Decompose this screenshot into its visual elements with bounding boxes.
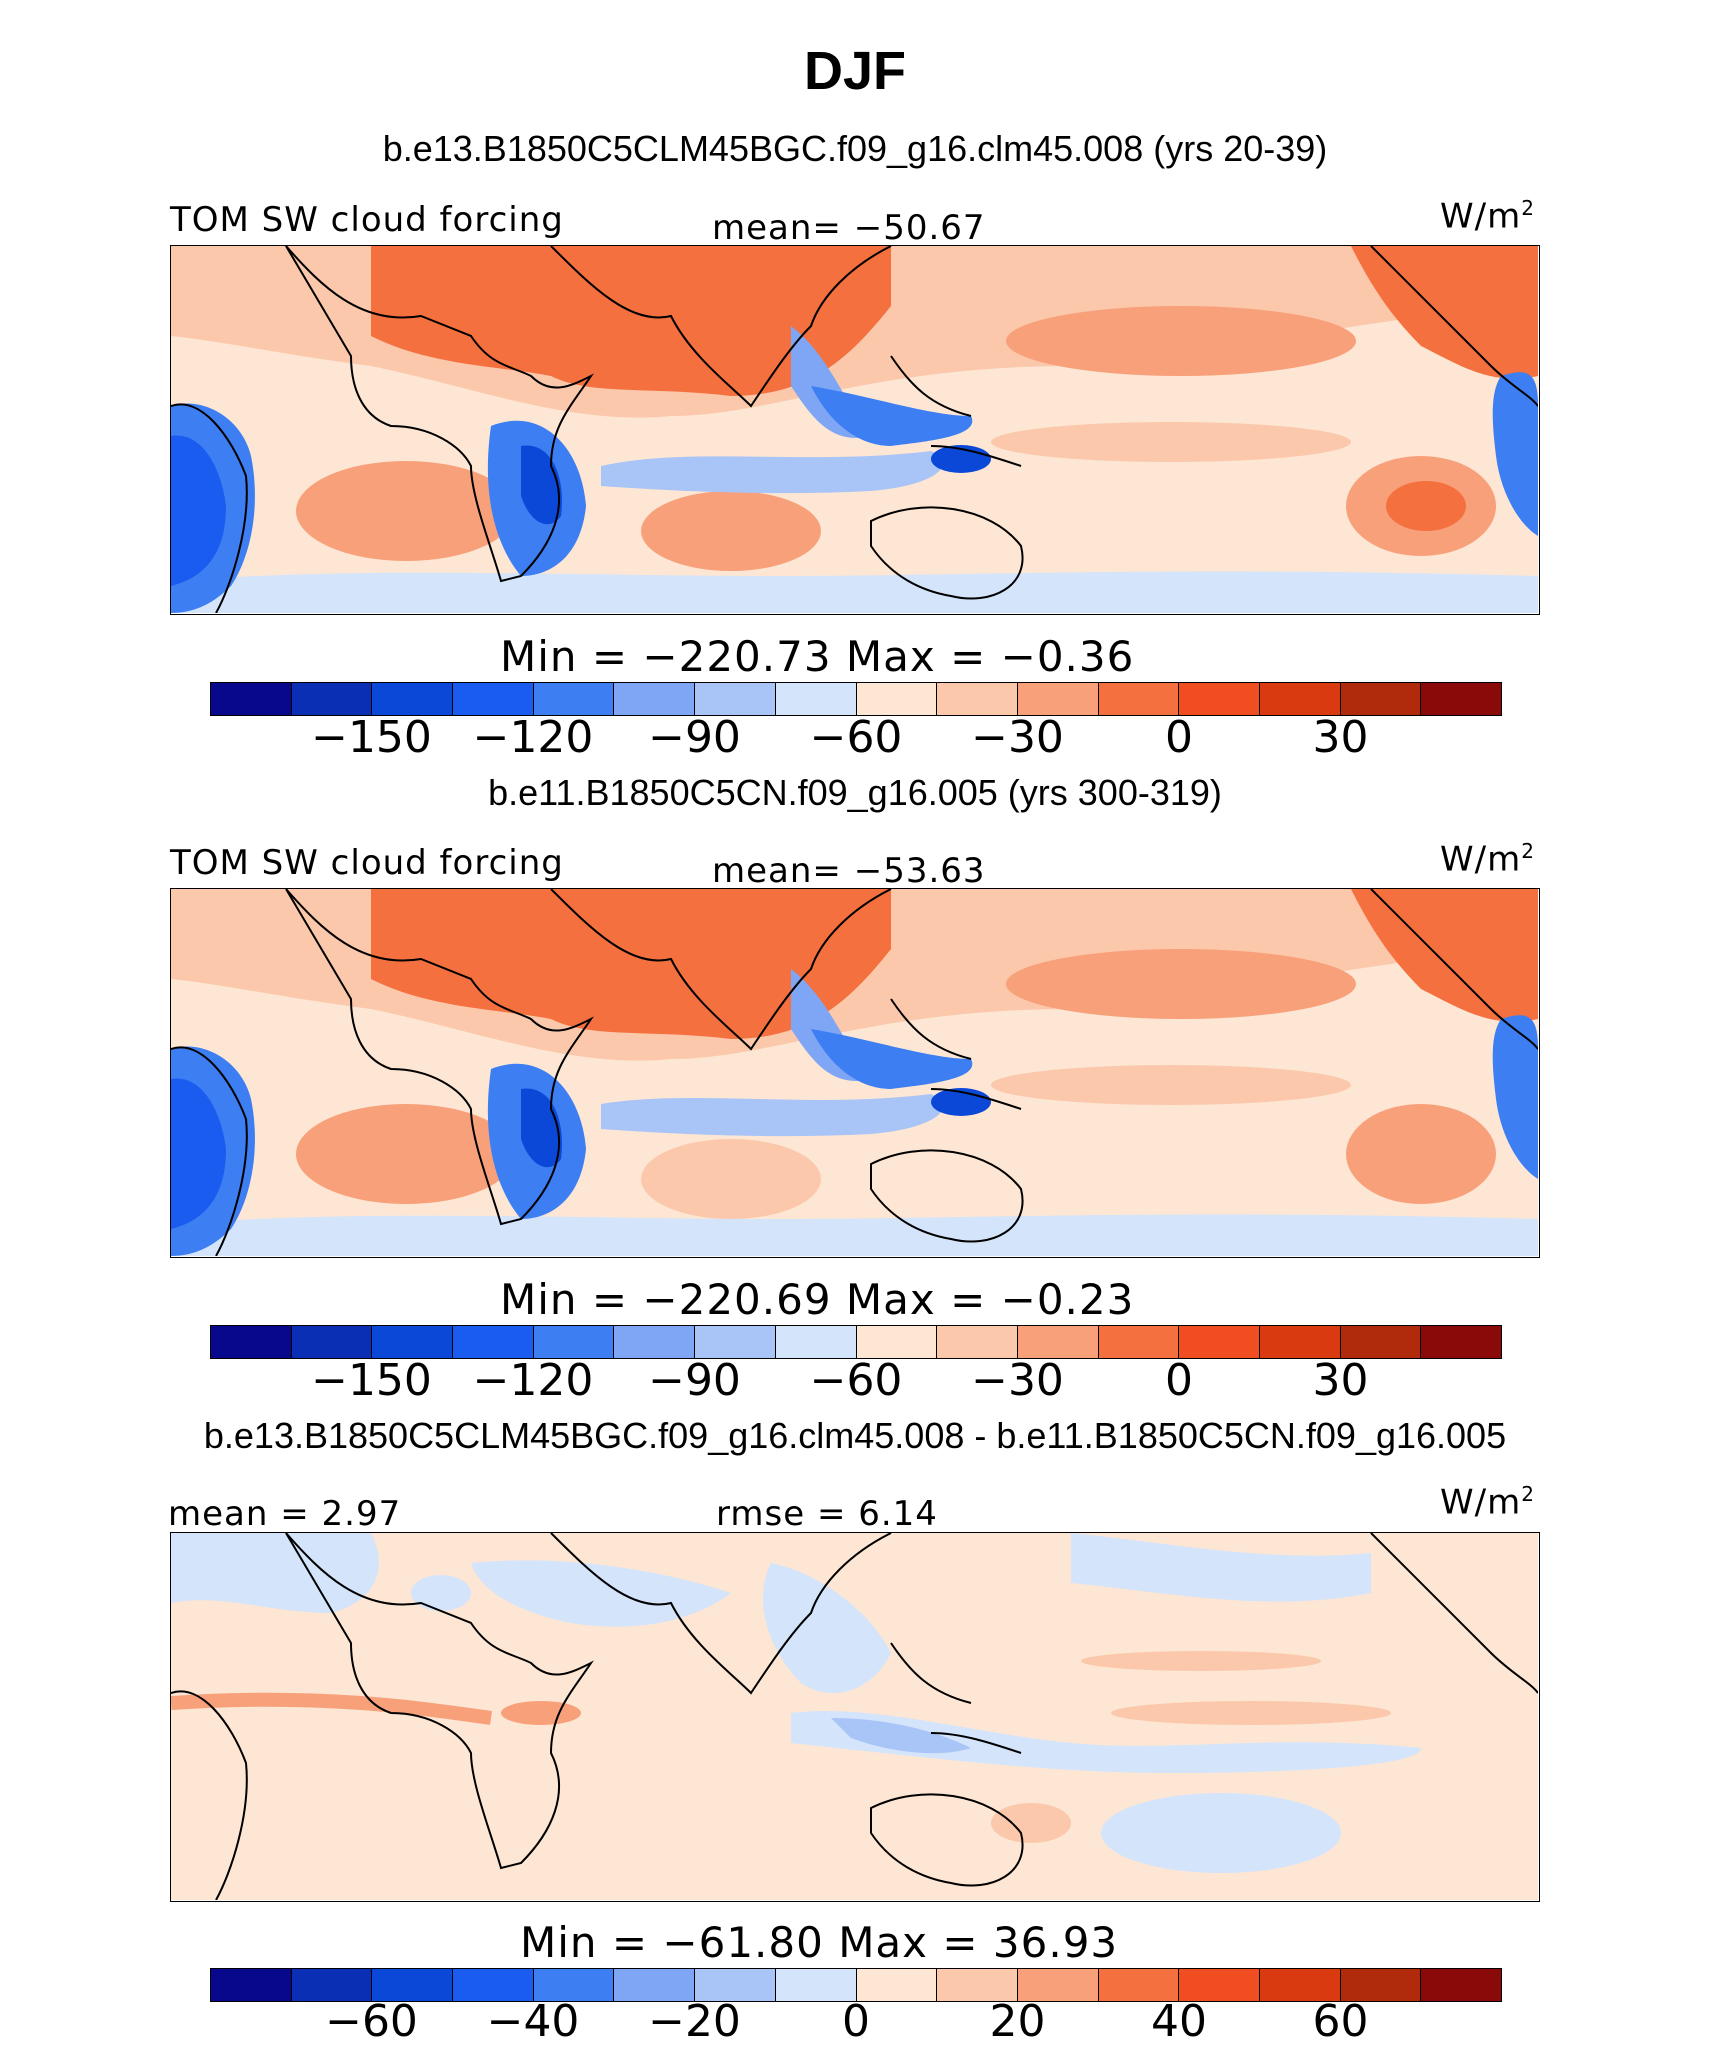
colorbar-swatch [291, 683, 373, 715]
panel-3-colorbar [210, 1968, 1502, 2002]
panel-2-map [170, 888, 1540, 1258]
colorbar-tick-label: −40 [486, 1996, 580, 2047]
panel-2-units: W/m2 [1440, 839, 1535, 880]
colorbar-swatch [695, 1969, 776, 2001]
colorbar-tick-label: −120 [472, 1355, 594, 1406]
colorbar-swatch [695, 683, 776, 715]
panel-1-colorbar [210, 682, 1502, 716]
colorbar-tick-label: 0 [1165, 1355, 1193, 1406]
colorbar-swatch [453, 1969, 534, 2001]
colorbar-tick-label: 30 [1312, 1355, 1369, 1406]
colorbar-swatch [614, 683, 696, 715]
panel-1-variable-label: TOM SW cloud forcing [170, 200, 564, 240]
colorbar-tick-label: 30 [1312, 712, 1369, 763]
colorbar-swatch [1259, 683, 1341, 715]
colorbar-swatch [614, 1969, 696, 2001]
colorbar-swatch [291, 1969, 373, 2001]
colorbar-swatch [856, 683, 938, 715]
colorbar-swatch [937, 1326, 1018, 1358]
colorbar-swatch [372, 1969, 454, 2001]
colorbar-swatch [775, 1326, 857, 1358]
panel-2-minmax: Min = −220.69 Max = −0.23 [500, 1275, 1135, 1324]
colorbar-swatch [1179, 1969, 1260, 2001]
colorbar-tick-label: −90 [648, 1355, 741, 1406]
colorbar-swatch [1421, 1969, 1501, 2001]
colorbar-swatch [453, 1326, 534, 1358]
colorbar-tick-label: −30 [971, 1355, 1064, 1406]
colorbar-swatch [1259, 1326, 1341, 1358]
panel-3-rmse-label: rmse = 6.14 [716, 1494, 938, 1534]
panel-2-variable-label: TOM SW cloud forcing [170, 843, 564, 883]
colorbar-swatch [695, 1326, 776, 1358]
colorbar-swatch [775, 683, 857, 715]
panel-1-mean-label: mean= −50.67 [712, 208, 986, 248]
panel-1-map [170, 245, 1540, 615]
colorbar-tick-label: −60 [809, 1355, 903, 1406]
colorbar-swatch [775, 1969, 857, 2001]
colorbar-swatch [1340, 1969, 1422, 2001]
colorbar-tick-label: −20 [648, 1996, 741, 2047]
colorbar-tick-label: −60 [325, 1996, 418, 2047]
colorbar-swatch [211, 683, 292, 715]
colorbar-swatch [1179, 1326, 1260, 1358]
colorbar-swatch [1098, 1326, 1180, 1358]
colorbar-tick-label: −30 [971, 712, 1064, 763]
colorbar-swatch [856, 1969, 938, 2001]
colorbar-swatch [937, 683, 1018, 715]
panel-2-colorbar [210, 1325, 1502, 1359]
colorbar-tick-label: 0 [842, 1996, 870, 2047]
colorbar-swatch [533, 1326, 615, 1358]
panel-3-case-title: b.e13.B1850C5CLM45BGC.f09_g16.clm45.008 … [203, 1415, 1507, 1456]
panel-3-map [170, 1532, 1540, 1902]
colorbar-swatch [856, 1326, 938, 1358]
panel-3-mean-label: mean = 2.97 [168, 1494, 402, 1534]
colorbar-swatch [291, 1326, 373, 1358]
colorbar-swatch [1017, 1326, 1099, 1358]
panel-3-units: W/m2 [1440, 1482, 1535, 1523]
colorbar-swatch [1421, 1326, 1501, 1358]
colorbar-swatch [372, 1326, 454, 1358]
panel-2-case-title: b.e11.B1850C5CN.f09_g16.005 (yrs 300-319… [488, 772, 1222, 813]
colorbar-tick-label: −150 [311, 712, 432, 763]
colorbar-swatch [453, 683, 534, 715]
colorbar-swatch [614, 1326, 696, 1358]
panel-1-units: W/m2 [1440, 196, 1535, 237]
panel-1-case-title: b.e13.B1850C5CLM45BGC.f09_g16.clm45.008 … [382, 128, 1328, 169]
colorbar-swatch [1179, 683, 1260, 715]
colorbar-swatch [1017, 683, 1099, 715]
colorbar-tick-label: −150 [311, 1355, 432, 1406]
colorbar-swatch [372, 683, 454, 715]
colorbar-tick-label: −120 [472, 712, 594, 763]
page-title: DJF [803, 41, 906, 101]
colorbar-swatch [1098, 1969, 1180, 2001]
colorbar-swatch [1098, 683, 1180, 715]
colorbar-swatch [211, 1326, 292, 1358]
colorbar-swatch [1017, 1969, 1099, 2001]
panel-3-minmax: Min = −61.80 Max = 36.93 [520, 1918, 1119, 1967]
colorbar-tick-label: 40 [1151, 1996, 1207, 2047]
colorbar-swatch [533, 1969, 615, 2001]
colorbar-swatch [1421, 683, 1501, 715]
colorbar-tick-label: 60 [1312, 1996, 1369, 2047]
colorbar-swatch [1340, 1326, 1422, 1358]
colorbar-swatch [211, 1969, 292, 2001]
colorbar-swatch [533, 683, 615, 715]
colorbar-swatch [1340, 683, 1422, 715]
colorbar-tick-label: −60 [809, 712, 903, 763]
colorbar-tick-label: −90 [648, 712, 741, 763]
colorbar-swatch [1259, 1969, 1341, 2001]
panel-2-mean-label: mean= −53.63 [712, 851, 986, 891]
colorbar-tick-label: 0 [1165, 712, 1193, 763]
panel-1-minmax: Min = −220.73 Max = −0.36 [500, 632, 1135, 681]
colorbar-swatch [937, 1969, 1018, 2001]
colorbar-tick-label: 20 [989, 1996, 1046, 2047]
